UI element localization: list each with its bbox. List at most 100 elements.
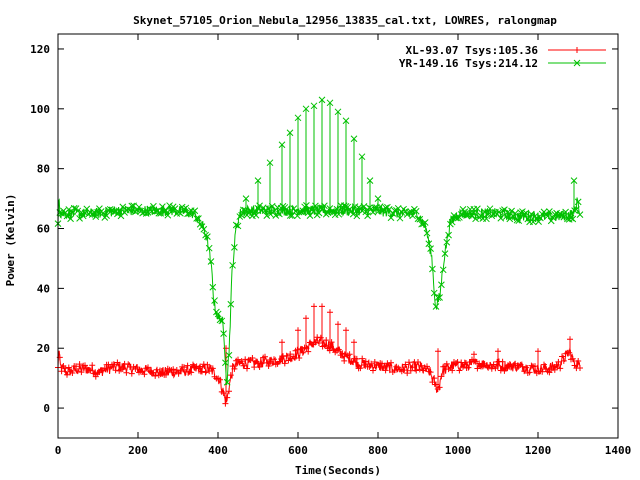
series-2-point	[268, 202, 276, 210]
series-2-point	[497, 214, 505, 222]
series-1-point	[280, 353, 286, 360]
series-1-point	[490, 361, 497, 368]
series-2-point	[191, 207, 199, 215]
series-2-point	[573, 206, 580, 213]
series-1-point	[449, 367, 456, 374]
series-2-point	[299, 207, 307, 215]
series-1-point	[123, 369, 130, 376]
series-1-point	[577, 364, 583, 371]
series-1-point	[323, 337, 330, 344]
series-2-point	[576, 211, 584, 218]
series-1-point	[251, 364, 258, 371]
x-axis-label: Time(Seconds)	[295, 464, 381, 477]
series-2-point	[205, 244, 213, 252]
series-1-point	[74, 368, 81, 375]
series-1-point	[443, 360, 450, 367]
series-1-point	[343, 327, 349, 334]
series-2-point	[499, 207, 506, 215]
series-2-point	[549, 214, 557, 222]
series-1-point	[335, 346, 342, 353]
series-1-point	[362, 358, 369, 365]
series-2-point	[472, 215, 479, 223]
series-1-point	[436, 384, 443, 391]
series-1-point	[150, 369, 157, 376]
series-2-point	[528, 210, 535, 218]
series-2-point	[439, 266, 447, 274]
series-1-point	[551, 366, 558, 373]
series-1-point	[569, 355, 576, 362]
series-2-point	[340, 202, 348, 210]
series-2-point	[562, 208, 569, 216]
series-1-point	[227, 372, 234, 379]
series-1-point	[400, 367, 407, 374]
series-2-point	[508, 207, 515, 215]
series-2-point	[321, 202, 328, 210]
series-1-point	[339, 350, 346, 357]
series-1-point	[519, 363, 526, 370]
series-2-point	[391, 207, 398, 215]
series-2-point	[259, 204, 267, 212]
series-1-point	[76, 361, 83, 368]
series-1-point	[256, 363, 263, 370]
series-2-point	[241, 206, 249, 214]
series-2-point	[166, 202, 173, 209]
series-1-point	[350, 359, 357, 366]
y-axis-label: Power (Kelvin)	[4, 194, 17, 287]
series-2-point	[522, 209, 530, 217]
series-2-point	[360, 203, 368, 210]
series-1-point	[244, 365, 250, 372]
series-2-point	[535, 218, 542, 225]
series-2-point	[573, 59, 581, 67]
y-tick-label: 80	[37, 163, 50, 176]
series-2-point	[193, 215, 200, 222]
series-2-point	[353, 212, 361, 220]
series-2-point	[81, 209, 89, 217]
series-2-line	[57, 197, 581, 386]
series-1-point	[560, 357, 567, 364]
axis-ticks: 0 200 400 600 800 1000 1200 1400 0 20 40 60 80 100 120	[30, 34, 631, 457]
y-tick-label: 60	[37, 223, 50, 236]
series-1-point	[409, 364, 416, 371]
series-1-point	[575, 358, 582, 365]
series-1-point	[204, 361, 211, 368]
series-1-point	[119, 365, 126, 372]
series-1-point	[474, 365, 481, 372]
series-1-point	[279, 339, 285, 346]
series-2-point	[225, 351, 233, 359]
series-2-point	[238, 211, 245, 219]
series-1-point	[495, 348, 501, 355]
series-2-point	[396, 214, 404, 222]
series-1-point	[327, 309, 333, 316]
series-1-point	[317, 334, 324, 341]
y-tick-label: 120	[30, 43, 50, 56]
series-1-point	[154, 366, 160, 373]
series-2-point	[317, 204, 325, 212]
series-2-point	[315, 209, 323, 217]
series-2-point	[367, 205, 375, 213]
series-1-point	[271, 356, 277, 363]
series-2-point	[303, 202, 310, 209]
series-2-point	[484, 211, 492, 218]
series-1-point	[535, 348, 541, 355]
series-2-point	[378, 207, 386, 214]
series-2-point	[546, 208, 553, 215]
series-2-point	[99, 209, 107, 217]
series-1-point	[359, 355, 366, 362]
series-1-point	[416, 366, 423, 373]
series-2-point	[515, 217, 523, 225]
series-2-point	[335, 210, 343, 218]
series-2-point	[468, 212, 476, 220]
series-2-point	[278, 141, 286, 149]
series-2-point	[267, 210, 274, 218]
series-1-point	[341, 357, 348, 364]
series-1-point	[222, 400, 229, 407]
series-2-point	[349, 210, 357, 218]
series-2-point	[567, 214, 575, 222]
series-1-point	[290, 353, 297, 360]
series-1-point	[465, 364, 472, 371]
series-2-point	[456, 214, 463, 221]
series-1-point	[418, 362, 425, 369]
series-2-point	[195, 215, 202, 222]
series-1-point	[62, 365, 69, 372]
